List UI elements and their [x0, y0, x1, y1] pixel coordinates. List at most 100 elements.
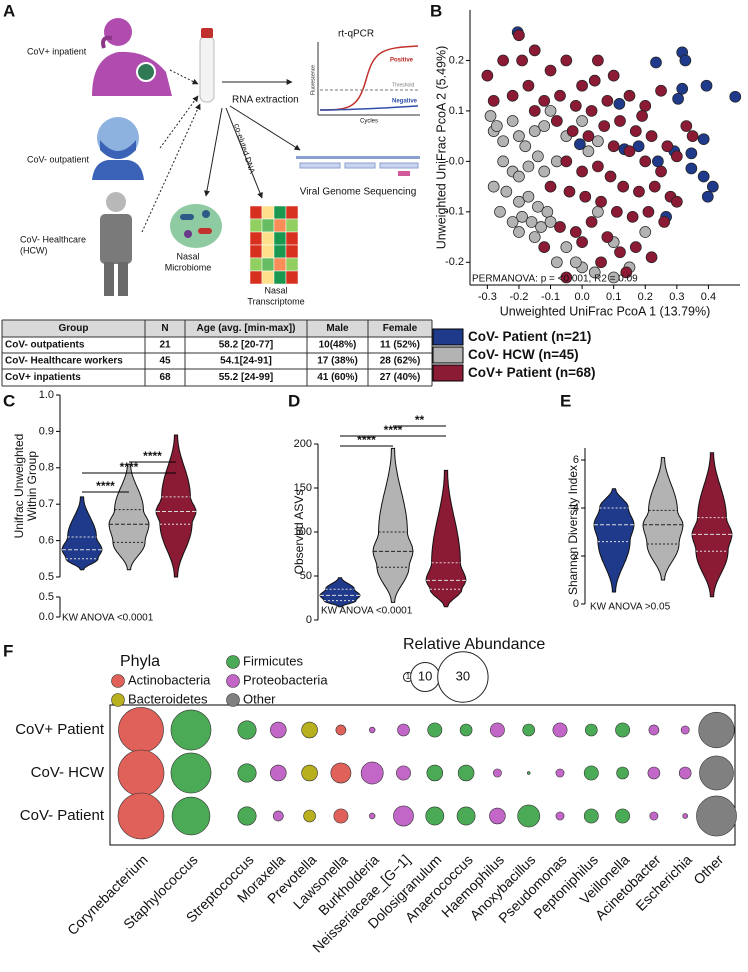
table-header: Age (avg. [min-max])	[197, 323, 296, 334]
point	[585, 216, 598, 228]
significance-label: ****	[120, 460, 139, 474]
significance-label: **	[415, 413, 425, 427]
size-legend-label: 30	[456, 668, 470, 683]
point	[655, 84, 667, 97]
bubble	[678, 766, 692, 780]
table-cell: 54.1[24-91]	[220, 356, 272, 367]
point	[680, 120, 693, 132]
point	[576, 236, 588, 248]
point	[500, 185, 513, 198]
panel-label: E	[560, 391, 571, 410]
point	[623, 145, 636, 158]
point	[632, 140, 645, 153]
hcw-body	[100, 214, 132, 264]
bubble	[526, 771, 531, 775]
legend-label: Bacteroidetes	[128, 691, 208, 706]
point	[614, 246, 626, 259]
qpcr-label: Fluorescence	[310, 65, 316, 95]
table-cell: CoV+ inpatients	[5, 372, 81, 383]
point	[686, 130, 699, 142]
point	[610, 205, 623, 218]
violin	[691, 452, 733, 598]
heatmap	[249, 205, 299, 285]
tube-cap	[201, 28, 213, 38]
point	[497, 155, 510, 168]
violin	[155, 434, 197, 578]
point	[487, 180, 500, 193]
table-cell: 45	[159, 356, 171, 367]
bubble	[272, 810, 284, 822]
x-tick-label: 0.1	[606, 291, 621, 303]
legend-swatch	[432, 364, 464, 382]
point	[701, 190, 714, 203]
point	[639, 155, 652, 168]
point	[633, 185, 645, 198]
point	[554, 221, 566, 233]
bubble	[517, 804, 541, 828]
table-header: Male	[326, 323, 349, 334]
microbiome-blob	[170, 204, 222, 248]
violin	[372, 447, 414, 603]
point	[582, 145, 595, 158]
point	[544, 105, 557, 117]
row-label: CoV+ Patient	[15, 721, 105, 738]
point	[574, 138, 586, 151]
point	[522, 79, 535, 92]
genome-feature	[398, 171, 410, 176]
hcw-leg	[104, 262, 114, 296]
inpatient-arm	[101, 35, 113, 49]
table-header: Female	[383, 323, 418, 334]
sample-label: CoV- outpatient	[27, 154, 90, 164]
bubble	[333, 808, 349, 824]
y-tick-label: 200	[294, 438, 312, 450]
violin	[108, 463, 150, 571]
panel-label: D	[288, 391, 300, 410]
point	[497, 54, 510, 67]
heatmap-cell	[249, 231, 263, 246]
table-cell: CoV- Healthcare workers	[5, 356, 123, 367]
table-cell: 21	[159, 340, 171, 351]
table-header: Group	[59, 323, 89, 334]
y-tick-label: 50	[300, 570, 312, 582]
bubble	[457, 764, 475, 782]
heatmap-cell	[249, 218, 263, 233]
table-cell: 58.2 [20-77]	[219, 340, 273, 351]
point	[528, 105, 541, 117]
legend-label: Proteobacteria	[243, 672, 328, 687]
point	[601, 231, 614, 243]
legend-label: Other	[243, 691, 276, 706]
point	[652, 155, 664, 168]
y-tick-label: 4	[573, 502, 579, 514]
significance-label: ****	[357, 433, 376, 447]
bubble	[170, 752, 212, 794]
point	[645, 130, 658, 142]
y-tick-label: 0.5	[39, 591, 54, 603]
bubble	[301, 721, 318, 739]
table-cell: CoV- outpatients	[5, 340, 85, 351]
genome-feature	[299, 162, 341, 169]
point	[541, 205, 554, 218]
bubble	[270, 764, 287, 782]
panel-label: C	[3, 391, 15, 410]
x-tick-label: Other	[690, 851, 726, 887]
qpcr-label: Positive	[390, 58, 414, 64]
bubble	[118, 707, 164, 753]
bubble	[555, 768, 565, 778]
output-label: Transcriptome	[247, 296, 304, 306]
arrow	[204, 107, 223, 197]
arrow	[169, 69, 199, 85]
y-tick-label: 0.9	[39, 425, 54, 437]
bubble	[647, 766, 661, 780]
bubble	[396, 765, 411, 781]
bubble	[270, 721, 287, 739]
point	[525, 216, 538, 228]
bubble	[699, 755, 734, 791]
heatmap-cell	[261, 231, 275, 246]
y-tick-label: 0.8	[39, 462, 54, 474]
bubble	[459, 723, 473, 737]
point	[576, 79, 588, 92]
y-axis-label: Observed ASVs	[292, 490, 306, 575]
point	[592, 135, 604, 148]
heatmap-cell	[249, 205, 263, 220]
violin	[319, 577, 361, 608]
